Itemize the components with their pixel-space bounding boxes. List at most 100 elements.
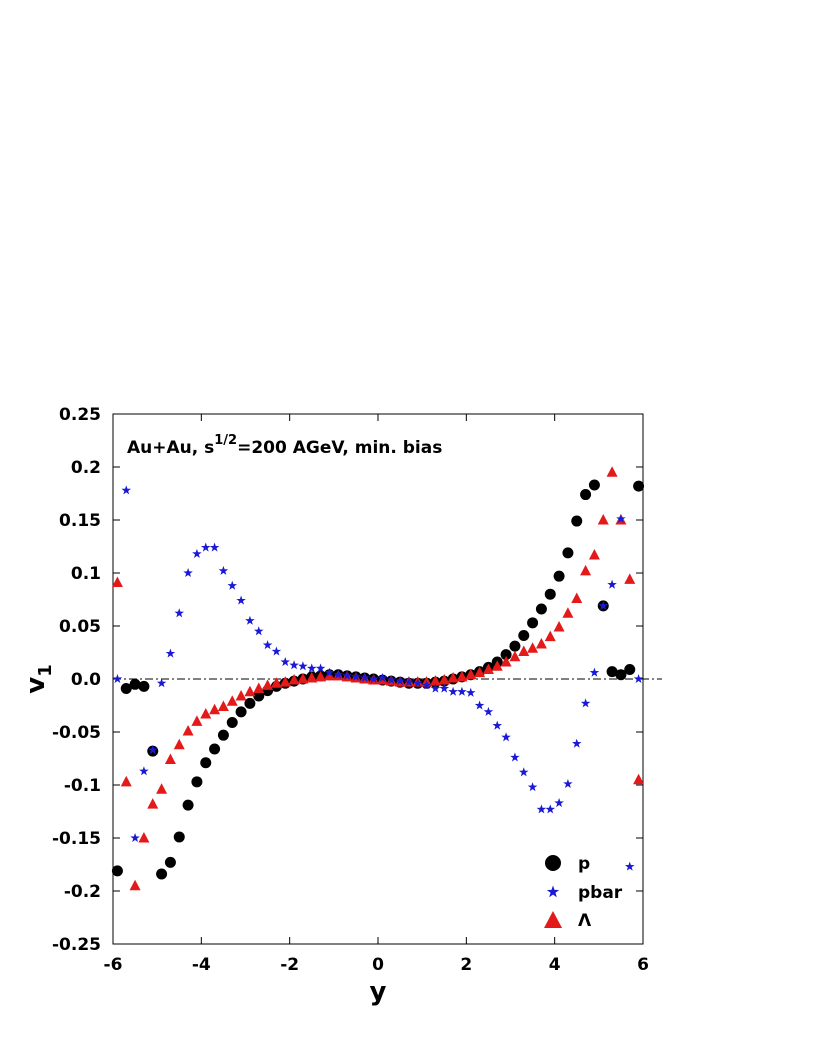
point-p — [138, 680, 150, 692]
point-pbar — [174, 608, 185, 618]
point-pbar — [139, 766, 149, 776]
point-pbar — [536, 804, 547, 814]
point-lambda — [447, 671, 459, 683]
point-lambda — [482, 663, 494, 674]
point-lambda — [244, 685, 256, 697]
point-lambda — [279, 676, 291, 687]
point-lambda — [209, 703, 221, 715]
point-pbar — [412, 678, 423, 688]
x-tick-label: 0 — [372, 955, 384, 975]
point-pbar — [545, 804, 556, 814]
point-p — [571, 515, 583, 527]
point-p — [209, 743, 221, 755]
x-axis-label: y — [370, 977, 387, 1007]
point-pbar — [147, 745, 158, 755]
point-pbar — [298, 661, 308, 671]
point-pbar — [465, 687, 476, 697]
point-pbar — [474, 700, 485, 710]
point-p — [615, 669, 627, 681]
point-lambda — [156, 783, 168, 794]
y-tick-label: -0.1 — [64, 776, 101, 796]
point-lambda — [147, 798, 159, 809]
point-lambda — [535, 638, 547, 649]
point-pbar — [563, 778, 573, 788]
point-lambda — [173, 738, 185, 750]
point-pbar — [448, 686, 458, 696]
point-p — [191, 776, 203, 788]
point-pbar — [306, 663, 317, 673]
point-pbar — [156, 678, 167, 688]
point-pbar — [598, 600, 609, 610]
point-lambda — [270, 677, 282, 688]
y-tick-label: 0.0 — [71, 670, 101, 690]
point-lambda — [315, 670, 327, 682]
annotation-base: Au+Au, s — [127, 438, 214, 458]
point-lambda — [544, 630, 556, 642]
point-lambda — [456, 670, 468, 682]
point-lambda — [500, 656, 512, 667]
point-lambda — [580, 564, 592, 576]
point-lambda — [262, 679, 274, 690]
point-pbar — [377, 672, 388, 682]
point-pbar — [342, 670, 352, 680]
point-pbar — [271, 646, 282, 656]
point-pbar — [262, 640, 273, 650]
y-axis-label-base: v — [21, 677, 51, 694]
x-tick-label: -4 — [192, 955, 211, 975]
point-pbar — [121, 485, 132, 495]
point-pbar — [421, 680, 432, 690]
point-p — [173, 831, 185, 843]
series-pbar — [112, 485, 644, 871]
point-pbar — [227, 580, 238, 590]
series-p — [111, 479, 645, 880]
ticks — [112, 413, 644, 945]
point-lambda — [518, 645, 530, 656]
y-tick-label: 0.15 — [59, 511, 101, 531]
y-tick-label: 0.05 — [59, 617, 101, 637]
point-pbar — [368, 674, 379, 684]
point-pbar — [280, 657, 291, 667]
y-tick-label: -0.05 — [52, 723, 101, 743]
x-tick-label: -6 — [104, 955, 123, 975]
y-axis-label-sub: 1 — [35, 664, 56, 677]
legend-label-lambda: Λ — [578, 911, 592, 931]
x-tick-labels: -6 -4 -2 0 2 4 6 — [104, 955, 649, 975]
point-pbar — [580, 698, 591, 708]
point-p — [217, 729, 229, 741]
point-pbar — [457, 686, 467, 696]
point-lambda — [200, 707, 212, 719]
point-pbar — [616, 513, 626, 523]
point-pbar — [209, 542, 220, 552]
point-lambda — [509, 650, 521, 662]
point-lambda — [138, 832, 150, 843]
point-lambda — [527, 642, 539, 653]
point-p — [509, 640, 521, 652]
point-p — [226, 716, 238, 728]
point-p — [500, 649, 512, 661]
point-p — [244, 697, 256, 709]
x-tick-label: 6 — [637, 955, 649, 975]
point-pbar — [624, 861, 635, 871]
point-lambda — [111, 576, 123, 588]
point-p — [129, 678, 141, 690]
annotation-sup: 1/2 — [214, 433, 237, 448]
point-lambda — [465, 668, 477, 680]
point-lambda — [429, 675, 441, 686]
y-tick-label: -0.15 — [52, 829, 101, 849]
legend: p pbar Λ — [544, 854, 623, 931]
point-lambda — [226, 695, 238, 706]
point-pbar — [395, 676, 405, 686]
point-lambda — [491, 660, 503, 671]
point-pbar — [607, 579, 617, 589]
point-pbar — [359, 672, 370, 682]
point-pbar — [633, 674, 644, 684]
point-p — [518, 630, 530, 642]
point-p — [111, 865, 123, 877]
point-p — [633, 480, 645, 492]
point-pbar — [165, 648, 176, 658]
point-lambda — [120, 775, 132, 787]
legend-marker-p — [545, 855, 561, 871]
point-p — [580, 489, 592, 501]
point-pbar — [351, 671, 361, 681]
point-lambda — [588, 548, 600, 560]
